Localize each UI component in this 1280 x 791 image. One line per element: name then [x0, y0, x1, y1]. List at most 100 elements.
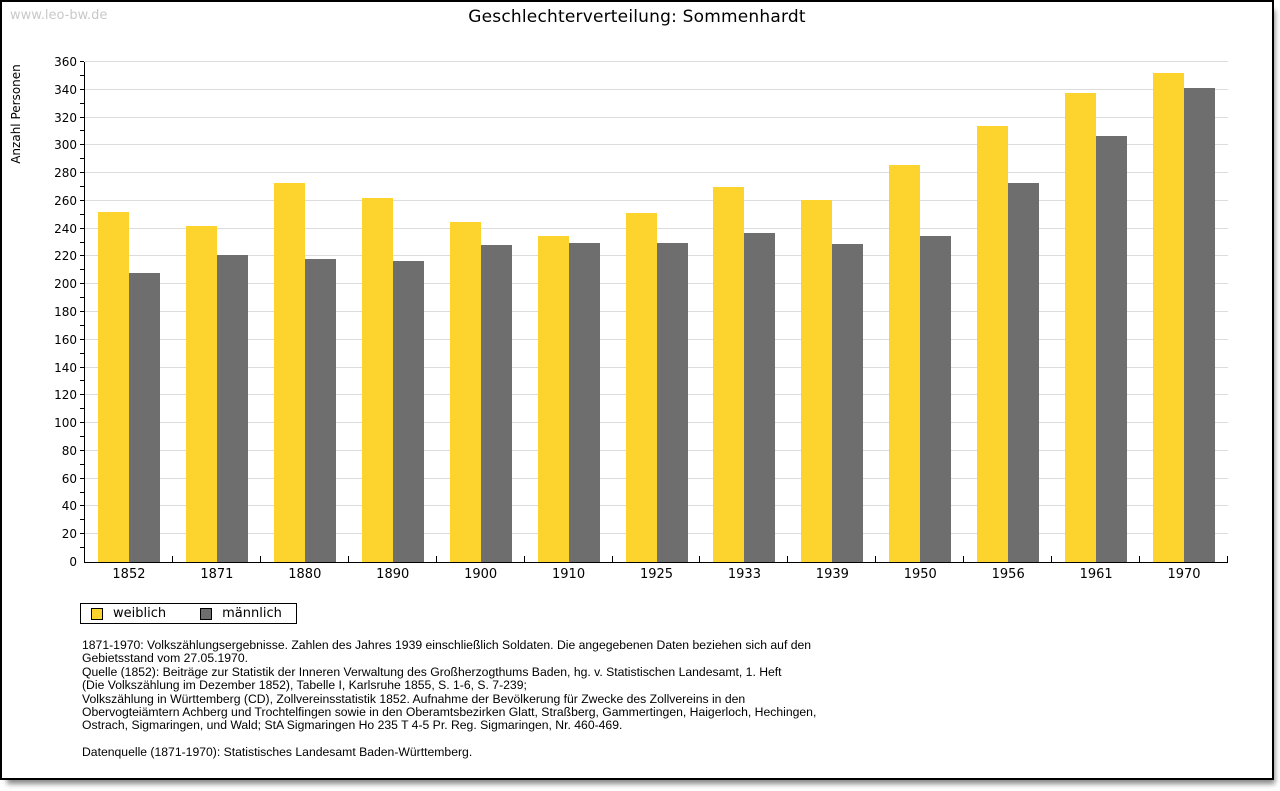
- y-tick-label: 20: [61, 527, 77, 542]
- bar-weiblich-1939: [801, 199, 833, 562]
- x-label-1956: 1956: [991, 567, 1025, 582]
- y-tick-250: [80, 213, 84, 215]
- x-label-1939: 1939: [815, 567, 849, 582]
- footnote-line: Volkszählung in Württemberg (CD), Zollve…: [82, 691, 746, 706]
- footnote-line: Gebietsstand vom 27.05.1970.: [82, 651, 248, 666]
- y-tick-220: [80, 255, 84, 257]
- y-tick-180: [80, 311, 84, 312]
- y-tick-label: 40: [61, 499, 77, 514]
- bar-männlich-1956: [1008, 182, 1040, 562]
- footnote-line: [82, 733, 816, 746]
- legend: weiblich männlich: [80, 603, 297, 624]
- bar-weiblich-1880: [273, 182, 305, 562]
- y-tick-100: [80, 422, 84, 424]
- bar-männlich-1970: [1184, 88, 1216, 562]
- gridline-y-240: [85, 227, 1228, 229]
- y-tick-240: [80, 227, 84, 229]
- gridline-y-360: [85, 61, 1228, 62]
- x-boundary-tick: [1227, 556, 1228, 562]
- bar-männlich-1871: [216, 255, 248, 562]
- footnote-line: Quelle (1852): Beiträge zur Statistik de…: [82, 664, 782, 679]
- y-tick-10: [80, 547, 84, 549]
- x-boundary-tick: [787, 556, 789, 562]
- y-tick-label: 140: [54, 360, 77, 375]
- legend-item-männlich: männlich: [200, 606, 282, 621]
- x-boundary-tick: [171, 556, 173, 562]
- gridline-y-300: [85, 144, 1228, 146]
- y-tick-310: [80, 130, 84, 132]
- y-tick-label: 120: [54, 388, 77, 403]
- y-tick-290: [80, 158, 84, 160]
- x-label-1970: 1970: [1167, 567, 1201, 582]
- bar-männlich-1939: [832, 243, 864, 562]
- y-tick-90: [80, 436, 84, 437]
- footnote-line: Datenquelle (1871-1970): Statistisches L…: [82, 745, 473, 760]
- y-tick-210: [80, 269, 84, 271]
- legend-label: männlich: [222, 606, 282, 621]
- y-tick-60: [80, 477, 84, 479]
- y-tick-label: 340: [54, 82, 77, 97]
- x-label-1890: 1890: [376, 567, 410, 582]
- footnote-line: Obervogteiämtern Achberg und Trochtelfin…: [82, 705, 817, 720]
- bar-männlich-1910: [568, 242, 600, 562]
- x-boundary-tick: [435, 556, 437, 562]
- bar-männlich-1925: [656, 242, 688, 562]
- bar-weiblich-1871: [185, 225, 217, 562]
- legend-item-weiblich: weiblich: [91, 606, 166, 621]
- y-tick-label: 200: [54, 277, 77, 292]
- bar-weiblich-1925: [625, 213, 657, 562]
- bar-weiblich-1956: [977, 125, 1009, 562]
- gridline-y-320: [85, 116, 1228, 118]
- bar-weiblich-1910: [537, 235, 569, 562]
- y-tick-140: [80, 366, 84, 368]
- x-boundary-tick: [1051, 556, 1053, 562]
- x-boundary-tick: [523, 556, 525, 562]
- y-tick-190: [80, 297, 84, 299]
- legend-swatch-männlich: [200, 607, 213, 620]
- y-tick-360: [80, 61, 84, 62]
- x-boundary-tick: [875, 556, 877, 562]
- bar-männlich-1852: [128, 273, 160, 562]
- y-tick-110: [80, 408, 84, 410]
- y-tick-270: [80, 186, 84, 187]
- bar-weiblich-1933: [713, 187, 745, 562]
- x-label-1880: 1880: [288, 567, 322, 582]
- x-boundary-tick: [611, 556, 613, 562]
- y-tick-170: [80, 324, 84, 326]
- bar-männlich-1950: [920, 235, 952, 562]
- x-label-1933: 1933: [727, 567, 761, 582]
- y-tick-label: 60: [61, 471, 77, 486]
- y-tick-label: 220: [54, 249, 77, 264]
- x-boundary-tick: [963, 556, 965, 562]
- y-tick-label: 360: [54, 55, 77, 69]
- legend-label: weiblich: [113, 606, 167, 621]
- y-tick-label: 180: [54, 305, 77, 319]
- y-tick-230: [80, 241, 84, 243]
- y-tick-160: [80, 338, 84, 340]
- y-tick-label: 80: [61, 443, 77, 458]
- bar-weiblich-1900: [449, 221, 481, 562]
- x-label-1900: 1900: [464, 567, 498, 582]
- x-boundary-tick: [347, 556, 349, 562]
- y-tick-340: [80, 88, 84, 90]
- y-tick-130: [80, 380, 84, 382]
- gridline-y-280: [85, 172, 1228, 174]
- bar-weiblich-1950: [889, 164, 921, 562]
- bar-weiblich-1852: [97, 212, 129, 562]
- x-label-1925: 1925: [639, 567, 674, 582]
- y-tick-label: 100: [54, 416, 77, 431]
- bar-weiblich-1970: [1153, 73, 1185, 562]
- y-tick-label: 260: [54, 193, 77, 208]
- y-tick-80: [80, 449, 84, 451]
- y-tick-50: [80, 491, 84, 493]
- y-tick-40: [80, 505, 84, 507]
- x-label-1910: 1910: [552, 567, 586, 582]
- footnote-line: (Die Volkszählung im Dezember 1852), Tab…: [82, 678, 527, 693]
- x-boundary-tick: [1139, 556, 1141, 562]
- y-tick-label: 300: [54, 138, 77, 153]
- y-tick-label: 160: [54, 332, 77, 347]
- y-tick-330: [80, 102, 84, 104]
- y-tick-300: [80, 144, 84, 146]
- x-label-1871: 1871: [200, 567, 234, 582]
